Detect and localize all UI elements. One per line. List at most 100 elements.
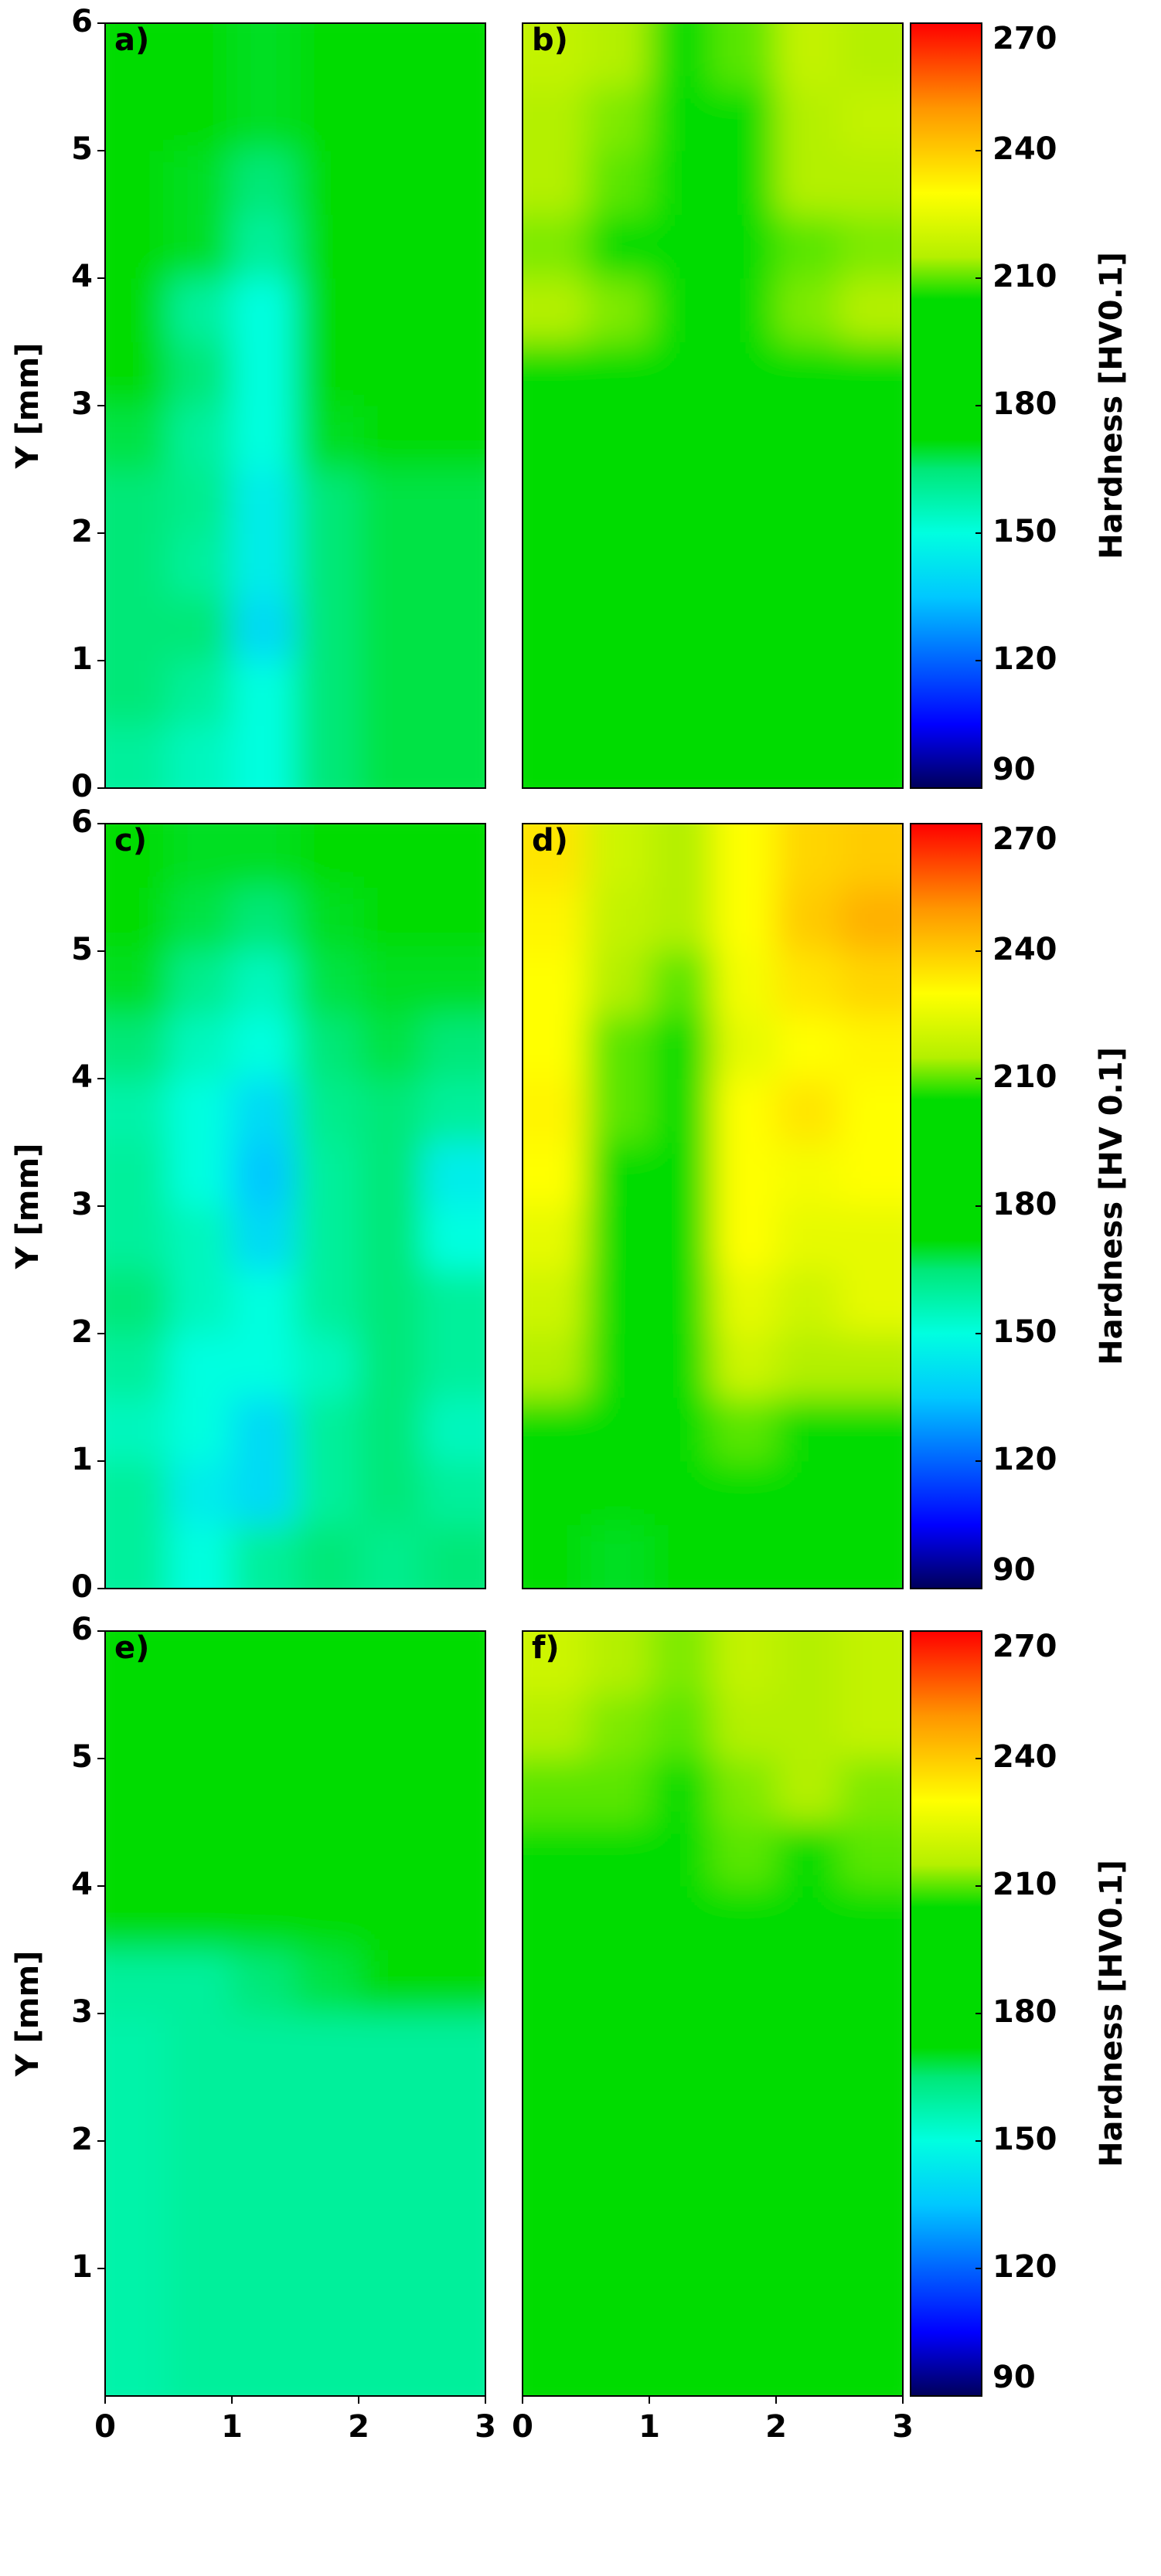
heat-cell bbox=[776, 469, 840, 534]
heat-cell bbox=[105, 151, 169, 215]
heat-cell bbox=[359, 1269, 423, 1334]
heat-cell bbox=[839, 2332, 903, 2396]
y-tick-label: 5 bbox=[71, 1739, 93, 1775]
heat-cell bbox=[586, 2014, 650, 2078]
heat-cell bbox=[295, 87, 359, 151]
heat-cell bbox=[295, 2141, 359, 2205]
heat-cell bbox=[776, 406, 840, 470]
heat-cell bbox=[839, 469, 903, 534]
heat-cell bbox=[523, 2268, 587, 2333]
heat-cell bbox=[649, 1461, 713, 1525]
heat-cell bbox=[232, 1397, 296, 1462]
heat-cell bbox=[422, 469, 485, 534]
heat-cell bbox=[422, 1524, 485, 1589]
heat-cell bbox=[422, 1759, 485, 1823]
heat-cell bbox=[295, 1079, 359, 1143]
heat-cell bbox=[232, 661, 296, 725]
heat-cell bbox=[776, 2332, 840, 2396]
heat-cell bbox=[359, 406, 423, 470]
heat-cell bbox=[649, 1759, 713, 1823]
heat-cell bbox=[169, 724, 233, 788]
heat-cell bbox=[359, 1759, 423, 1823]
heat-cell bbox=[586, 2141, 650, 2205]
heat-cell bbox=[776, 151, 840, 215]
heat-cell bbox=[232, 2014, 296, 2078]
heat-cell bbox=[359, 1524, 423, 1589]
heat-cell bbox=[295, 1014, 359, 1079]
heat-cell bbox=[422, 951, 485, 1015]
colorbar-tick-label: 90 bbox=[992, 2360, 1036, 2395]
heat-cell bbox=[776, 2077, 840, 2142]
heat-cell bbox=[776, 1822, 840, 1887]
heat-cell bbox=[359, 151, 423, 215]
heat-cell bbox=[649, 87, 713, 151]
y-tick-label: 6 bbox=[71, 1612, 93, 1647]
heat-cell bbox=[232, 23, 296, 87]
heat-cell bbox=[169, 951, 233, 1015]
heat-cell bbox=[713, 533, 777, 597]
heat-cell bbox=[359, 1142, 423, 1207]
heat-cell bbox=[523, 1397, 587, 1462]
heat-cell bbox=[649, 1949, 713, 2014]
heat-cell bbox=[169, 1694, 233, 1759]
heat-cell bbox=[839, 1334, 903, 1398]
heat-cell bbox=[776, 887, 840, 952]
heat-cell bbox=[232, 1142, 296, 1207]
heat-cell bbox=[586, 1334, 650, 1398]
heat-cell bbox=[713, 342, 777, 406]
colorbar-tick-label: 270 bbox=[992, 21, 1057, 56]
x-tick-label: 0 bbox=[94, 2409, 116, 2445]
heat-cell bbox=[776, 2014, 840, 2078]
heat-cell bbox=[105, 951, 169, 1015]
heat-cell bbox=[586, 2204, 650, 2269]
heat-cell bbox=[839, 887, 903, 952]
heat-cell bbox=[586, 87, 650, 151]
heat-cell bbox=[105, 1334, 169, 1398]
heat-cell bbox=[295, 214, 359, 279]
y-tick-label: 3 bbox=[71, 1994, 93, 2030]
heat-cell bbox=[776, 1631, 840, 1695]
heat-cell bbox=[359, 1079, 423, 1143]
heat-cell bbox=[105, 23, 169, 87]
heat-cell bbox=[105, 2141, 169, 2205]
heat-cell bbox=[295, 824, 359, 888]
heat-cell bbox=[839, 1269, 903, 1334]
heat-cell bbox=[422, 1631, 485, 1695]
heat-cell bbox=[523, 214, 587, 279]
heat-cell bbox=[839, 533, 903, 597]
heat-cell bbox=[586, 469, 650, 534]
colorbar-tick-label: 270 bbox=[992, 821, 1057, 857]
heatmap bbox=[105, 23, 485, 788]
heat-cell bbox=[713, 1397, 777, 1462]
heat-cell bbox=[523, 533, 587, 597]
heat-cell bbox=[232, 1759, 296, 1823]
y-tick-label: 5 bbox=[71, 131, 93, 167]
plot-frame bbox=[522, 823, 904, 1589]
heat-cell bbox=[839, 2141, 903, 2205]
heat-cell bbox=[359, 1631, 423, 1695]
heat-cell bbox=[776, 1524, 840, 1589]
heat-cell bbox=[105, 596, 169, 661]
heat-cell bbox=[232, 533, 296, 597]
heat-cell bbox=[649, 1524, 713, 1589]
heat-cell bbox=[713, 2204, 777, 2269]
heat-cell bbox=[169, 406, 233, 470]
heat-cell bbox=[169, 1079, 233, 1143]
heat-cell bbox=[232, 2268, 296, 2333]
colorbar-tick-label: 90 bbox=[992, 1552, 1036, 1588]
heat-cell bbox=[169, 214, 233, 279]
heat-cell bbox=[523, 887, 587, 952]
heat-cell bbox=[649, 2268, 713, 2333]
heat-cell bbox=[713, 214, 777, 279]
heat-cell bbox=[169, 1886, 233, 1950]
heat-cell bbox=[586, 2332, 650, 2396]
heat-cell bbox=[776, 1461, 840, 1525]
heat-cell bbox=[523, 469, 587, 534]
heat-cell bbox=[295, 1949, 359, 2014]
heat-cell bbox=[295, 23, 359, 87]
heat-cell bbox=[359, 278, 423, 342]
heat-cell bbox=[713, 1949, 777, 2014]
heat-cell bbox=[649, 342, 713, 406]
heat-cell bbox=[169, 2141, 233, 2205]
heat-cell bbox=[169, 596, 233, 661]
